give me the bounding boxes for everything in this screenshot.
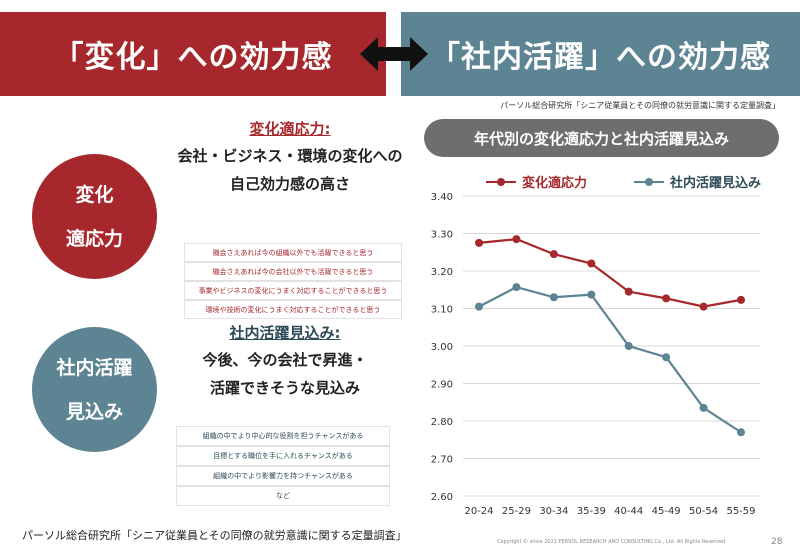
- henka-definition-line: 自己効力感の高さ: [229, 175, 350, 193]
- series-line-1: [478, 238, 742, 308]
- chart-title: 年代別の変化適応力と社内活躍見込み: [424, 119, 779, 157]
- shanai-item: 目標とする職位を手に入れるチャンスがある: [176, 446, 390, 466]
- y-tick-label: 2.70: [431, 455, 453, 466]
- henka-circle-line-2: 適応力: [65, 227, 123, 250]
- source-note-top: パーソル総合研究所「シニア従業員とその同僚の就労意識に関する定量調査」: [500, 101, 780, 110]
- y-tick-label: 3.10: [431, 305, 453, 316]
- data-point-series-2: [624, 342, 633, 350]
- series-line-2: [478, 285, 742, 434]
- y-tick-label: 3.20: [431, 267, 453, 278]
- legend-entry-shanai: 社内活躍見込み: [634, 172, 761, 191]
- henka-item: 機会さえあれば今の組織以外でも活躍できると思う: [184, 243, 402, 262]
- y-tick-label: 2.60: [431, 492, 453, 503]
- x-tick-label: 20-24: [464, 506, 493, 517]
- x-tick-label: 30-34: [539, 506, 568, 517]
- data-point-series-2: [475, 302, 483, 311]
- shanai-definition-line: 活躍できそうな見込み: [209, 379, 360, 397]
- data-point-series-1: [512, 235, 521, 244]
- henka-definition-line: 会社・ビジネス・環境の変化への: [177, 147, 403, 165]
- data-point-series-2: [549, 293, 558, 302]
- henka-item: 事業やビジネスの変化にうまく対応することができると思う: [184, 281, 402, 300]
- data-point-series-2: [662, 353, 671, 362]
- line-chart: 3.40 3.30 3.20 3.10 3.00 2.90 2.80 2.70 2.60 20-2…: [431, 192, 760, 517]
- x-tick-label: 25-29: [502, 506, 531, 517]
- y-tick-label: 3.30: [431, 230, 453, 241]
- legend-marker-henka: [486, 176, 516, 188]
- x-tick-label: 45-49: [652, 506, 681, 517]
- double-arrow-icon: [360, 37, 428, 71]
- legend-marker-shanai: [634, 176, 664, 188]
- x-tick-label: 40-44: [614, 506, 643, 517]
- x-tick-label: 55-59: [726, 506, 755, 517]
- y-tick-label: 2.80: [431, 417, 453, 428]
- source-note-bottom: パーソル総合研究所「シニア従業員とその同僚の就労意識に関する定量調査」: [22, 529, 407, 542]
- legend-label-henka: 変化適応力: [522, 176, 588, 191]
- data-point-series-1: [737, 295, 745, 304]
- shanai-item: 組織の中でより影響力を持つチャンスがある: [176, 466, 390, 486]
- y-tick-label: 2.90: [431, 380, 453, 391]
- henka-circle-line-1: 変化: [75, 183, 114, 206]
- page-number: 28: [771, 537, 783, 547]
- banner-henka-title: 「変化」への効力感: [53, 40, 333, 75]
- data-point-series-1: [587, 259, 596, 268]
- shanai-circle-line-2: 見込み: [65, 400, 123, 423]
- shanai-circle: 社内活躍 見込み: [32, 327, 157, 452]
- x-tick-label: 35-39: [577, 506, 606, 517]
- legend-label-shanai: 社内活躍見込み: [670, 176, 762, 191]
- y-tick-label: 3.40: [431, 192, 453, 203]
- shanai-item: 組織の中でより中心的な役割を担うチャンスがある: [176, 426, 390, 446]
- shanai-item: など: [176, 486, 390, 506]
- henka-item: 機会さえあれば今の会社以外でも活躍できると思う: [184, 262, 402, 281]
- legend-entry-henka: 変化適応力: [486, 172, 587, 191]
- henka-items-table: 機会さえあれば今の組織以外でも活躍できると思う 機会さえあれば今の会社以外でも活…: [184, 243, 402, 319]
- henka-item: 環境や技術の変化にうまく対応することができると思う: [184, 300, 402, 319]
- shanai-circle-line-1: 社内活躍: [56, 356, 133, 379]
- shanai-definition-title: 社内活躍見込み:: [229, 324, 341, 342]
- banner-shanai-title: 「社内活躍」への効力感: [430, 40, 771, 75]
- copyright: Copyright © since 2021 PERSOL RESEARCH A…: [497, 539, 727, 545]
- henka-definition: 変化適応力: 会社・ビジネス・環境の変化への 自己効力感の高さ: [160, 118, 420, 197]
- banner-henka: 「変化」への効力感: [0, 12, 386, 96]
- x-tick-label: 50-54: [689, 506, 718, 517]
- data-point-series-1: [699, 302, 708, 311]
- data-point-series-2: [699, 403, 708, 412]
- shanai-definition-line: 今後、今の会社で昇進・: [202, 351, 368, 369]
- y-tick-label: 3.00: [431, 342, 453, 353]
- data-point-series-1: [624, 287, 633, 296]
- data-point-series-2: [737, 428, 745, 437]
- shanai-definition: 社内活躍見込み: 今後、今の会社で昇進・ 活躍できそうな見込み: [175, 322, 395, 401]
- banner-shanai: 「社内活躍」への効力感: [401, 12, 800, 96]
- henka-circle: 変化 適応力: [32, 154, 157, 279]
- data-point-series-1: [475, 238, 483, 247]
- data-point-series-2: [512, 283, 521, 292]
- shanai-items-table: 組織の中でより中心的な役割を担うチャンスがある 目標とする職位を手に入れるチャン…: [176, 426, 390, 506]
- data-point-series-1: [549, 250, 558, 259]
- data-point-series-2: [587, 290, 596, 299]
- data-point-series-1: [662, 294, 671, 303]
- henka-definition-title: 変化適応力:: [249, 120, 331, 138]
